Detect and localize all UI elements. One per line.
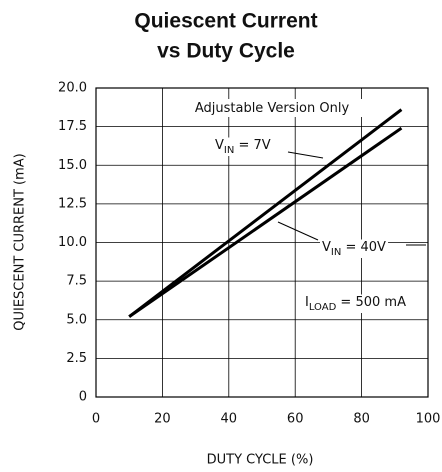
chart-title: vs Duty Cycle <box>157 40 295 63</box>
x-tick-label: 60 <box>287 412 304 427</box>
annotation-subscript: IN <box>331 247 341 258</box>
y-tick-label: 0 <box>79 390 87 405</box>
leader-line <box>287 151 324 159</box>
annotation-suffix: = 40V <box>341 240 386 255</box>
plot-frame <box>95 87 429 398</box>
y-tick-label: 15.0 <box>58 158 87 173</box>
annotation-bg <box>213 137 273 156</box>
line-series <box>128 126 403 318</box>
annotation-suffix: = 7V <box>234 138 270 153</box>
leader-line <box>277 221 319 241</box>
x-tick-label: 100 <box>416 412 441 427</box>
x-tick-label: 20 <box>154 412 171 427</box>
annotation-subscript: IN <box>224 145 234 156</box>
annotation-text: V <box>215 138 224 153</box>
annotation-suffix: = 500 mA <box>336 295 406 310</box>
line-series <box>128 108 403 318</box>
y-tick-label: 17.5 <box>58 119 87 134</box>
annotation: ILOAD = 500 mA <box>305 295 406 314</box>
x-tick-label: 0 <box>92 412 100 427</box>
x-axis-label: DUTY CYCLE (%) <box>207 453 314 468</box>
annotation-bg <box>303 294 409 313</box>
y-tick-label: 5.0 <box>66 312 87 327</box>
y-tick-label: 20.0 <box>58 81 87 96</box>
annotation-text: I <box>305 295 309 310</box>
x-tick-label: 80 <box>353 412 370 427</box>
annotation: Adjustable Version Only <box>195 101 350 116</box>
annotation-bg <box>320 239 389 258</box>
annotation: VIN = 7V <box>215 138 271 157</box>
annotation-text: Adjustable Version Only <box>195 101 350 116</box>
y-tick-label: 10.0 <box>58 235 87 250</box>
y-tick-label: 2.5 <box>66 351 87 366</box>
annotation-bg <box>172 99 372 117</box>
y-axis-label: QUIESCENT CURRENT (mA) <box>13 153 28 331</box>
chart-title: Quiescent Current <box>134 10 317 33</box>
y-tick-label: 7.5 <box>66 274 87 289</box>
y-tick-label: 12.5 <box>58 196 87 211</box>
annotation-text: V <box>322 240 331 255</box>
annotation: VIN = 40V <box>322 240 386 259</box>
annotation-subscript: LOAD <box>309 302 337 313</box>
x-tick-label: 40 <box>221 412 238 427</box>
